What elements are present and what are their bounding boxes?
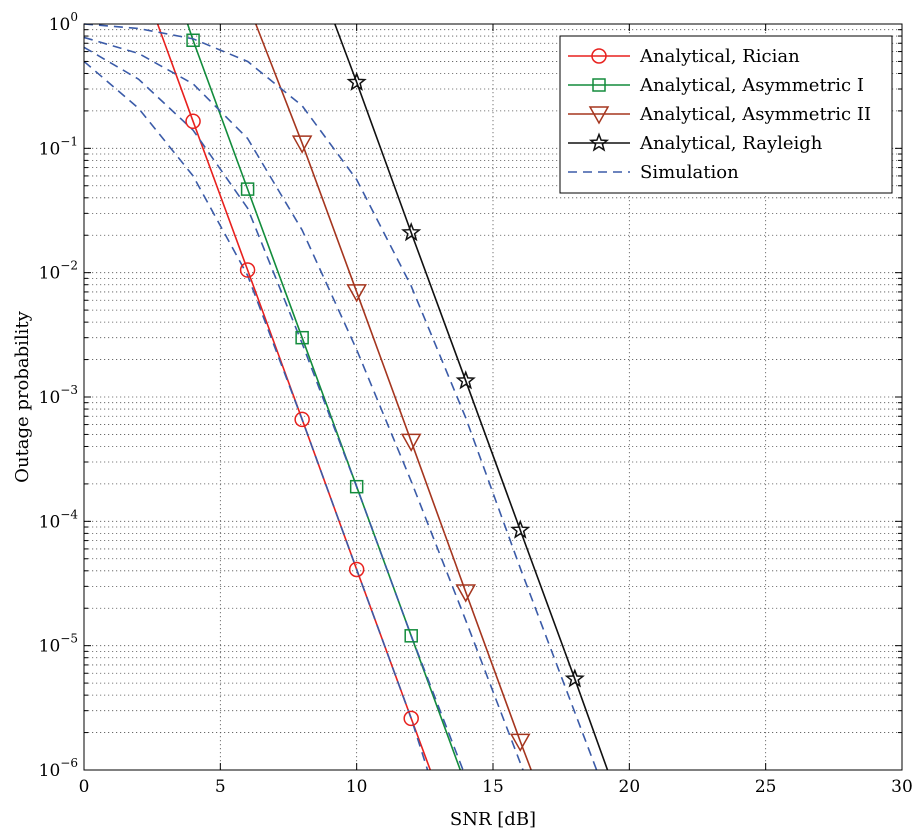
y-tick-base: 10: [39, 139, 61, 159]
x-tick-label: 0: [79, 777, 90, 797]
series-line-3: [255, 23, 532, 771]
data-point-square: [295, 330, 309, 345]
series-line-8: [83, 23, 598, 771]
x-tick-label: 20: [619, 777, 641, 797]
y-tick-label: 10−2: [39, 259, 78, 284]
data-point-square: [186, 33, 200, 48]
legend-label: Simulation: [640, 162, 739, 183]
y-tick-exponent: 0: [70, 10, 78, 24]
y-tick-base: 10: [39, 512, 61, 532]
y-tick-label: 10−3: [39, 383, 78, 408]
grid: [84, 24, 902, 770]
y-tick-base: 10: [39, 761, 61, 781]
data-point-triangle-down: [346, 284, 367, 303]
x-tick-label: 10: [346, 777, 368, 797]
y-tick-base: 10: [39, 637, 61, 657]
data-point-circle: [403, 710, 419, 727]
series-markers: [185, 33, 585, 752]
y-tick-exponent: −6: [60, 756, 78, 770]
legend-marker-circle: [591, 48, 607, 64]
series-line-4: [334, 23, 609, 771]
legend-marker-star: [588, 132, 610, 152]
x-tick-label: 25: [755, 777, 777, 797]
series-line-6: [83, 46, 464, 771]
data-point-star: [346, 71, 367, 91]
data-point-circle: [239, 262, 256, 278]
data-point-star: [455, 370, 476, 390]
y-tick-base: 10: [49, 15, 71, 35]
y-tick-label: 100: [49, 10, 78, 35]
legend-label: Analytical, Asymmetric II: [639, 104, 871, 125]
legend-marker-square: [592, 78, 606, 92]
y-tick-exponent: −5: [60, 632, 78, 646]
x-tick-label: 15: [482, 777, 504, 797]
y-tick-label: 10−1: [39, 134, 78, 159]
y-tick-exponent: −3: [60, 383, 78, 397]
series-line-7: [83, 36, 524, 771]
y-tick-label: 10−6: [39, 756, 78, 781]
data-point-circle: [185, 113, 201, 130]
legend-label: Analytical, Rayleigh: [639, 133, 823, 154]
data-point-triangle-down: [400, 433, 422, 452]
data-point-square: [349, 479, 364, 494]
data-point-triangle-down: [291, 135, 313, 154]
data-point-square: [404, 629, 418, 643]
y-tick-base: 10: [39, 388, 61, 408]
series-line-5: [83, 60, 429, 771]
x-tick-label: 5: [215, 777, 226, 797]
x-axis-label: SNR [dB]: [450, 809, 536, 830]
legend-label: Analytical, Asymmetric I: [639, 75, 864, 96]
data-point-star: [401, 221, 422, 242]
data-point-triangle-down: [509, 733, 531, 752]
data-point-circle: [294, 411, 310, 428]
y-axis-label: Outage probability: [12, 310, 33, 482]
y-tick-exponent: −4: [60, 507, 78, 521]
legend-label: Analytical, Rician: [639, 46, 800, 67]
y-tick-exponent: −2: [60, 259, 78, 273]
y-tick-label: 10−4: [39, 507, 79, 532]
x-tick-label: 30: [891, 777, 913, 797]
y-tick-base: 10: [39, 264, 61, 284]
legend: Analytical, Rician Analytical, Asymmetric…: [559, 35, 893, 194]
series-lines: [83, 23, 609, 771]
legend-marker-triangle-down: [588, 106, 610, 125]
data-point-circle: [348, 561, 365, 578]
data-point-star: [510, 519, 531, 539]
data-point-star: [564, 668, 585, 688]
data-point-square: [240, 182, 255, 196]
y-tick-label: 10−5: [39, 632, 78, 657]
y-tick-exponent: −1: [60, 134, 78, 148]
data-point-triangle-down: [455, 584, 477, 603]
